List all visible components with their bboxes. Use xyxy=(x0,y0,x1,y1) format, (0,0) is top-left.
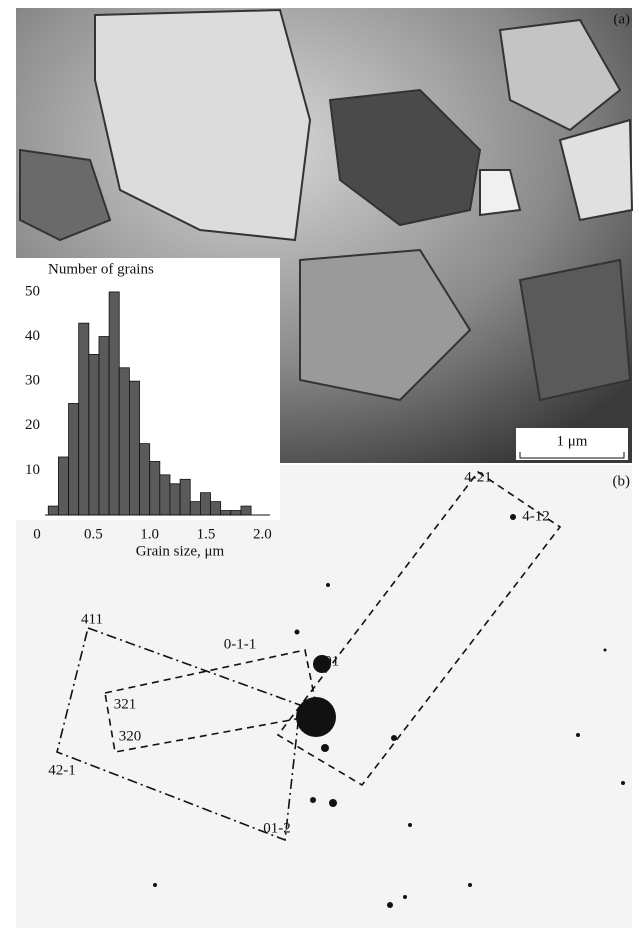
bar xyxy=(221,511,231,515)
bar xyxy=(109,292,119,515)
bar xyxy=(89,354,99,515)
spot-label: 001 xyxy=(317,653,340,669)
spot-label: 411 xyxy=(81,611,103,627)
bar xyxy=(129,381,139,515)
y-tick-label: 30 xyxy=(25,373,40,389)
panel-label: (a) xyxy=(613,11,630,27)
y-tick-label: 20 xyxy=(25,417,40,433)
bar xyxy=(48,506,58,515)
panel-label: (b) xyxy=(613,473,631,489)
x-tick-label: 0 xyxy=(33,526,41,542)
x-tick-label: 0.5 xyxy=(84,526,103,542)
bar xyxy=(150,461,160,515)
bar xyxy=(170,484,180,515)
bar xyxy=(140,444,150,515)
bar xyxy=(160,475,170,515)
x-tick-label: 1.5 xyxy=(197,526,216,542)
bar xyxy=(211,502,221,515)
bar xyxy=(58,457,68,515)
bar xyxy=(231,511,241,515)
spot-label: 4-21 xyxy=(464,469,492,485)
bar xyxy=(190,502,200,515)
x-tick-label: 2.0 xyxy=(253,526,272,542)
figure: (a) 1 μm (b) 4-21 4-12 411 0-1-1 001 321 320 42… xyxy=(0,0,639,931)
x-tick-label: 1.0 xyxy=(140,526,159,542)
spot-label: 321 xyxy=(114,696,137,712)
spot-label: 42-1 xyxy=(48,762,76,778)
spot-label: 320 xyxy=(119,728,142,744)
x-axis-title: Grain size, μm xyxy=(136,543,225,559)
bar xyxy=(200,493,210,515)
y-tick-label: 40 xyxy=(25,328,40,344)
y-tick-label: 10 xyxy=(25,462,40,478)
diffraction-pattern xyxy=(16,465,632,928)
bar xyxy=(180,479,190,515)
spot-label: 4-12 xyxy=(522,508,550,524)
spot-label: 01-2 xyxy=(263,820,291,836)
bar xyxy=(79,323,89,515)
spot-label: 0-1-1 xyxy=(224,636,257,652)
bar xyxy=(99,337,109,515)
bar xyxy=(69,403,79,515)
bar xyxy=(119,368,129,515)
y-axis-title: Number of grains xyxy=(48,261,154,277)
scale-bar-label: 1 μm xyxy=(557,433,588,449)
bar xyxy=(241,506,251,515)
y-tick-label: 50 xyxy=(25,283,40,299)
